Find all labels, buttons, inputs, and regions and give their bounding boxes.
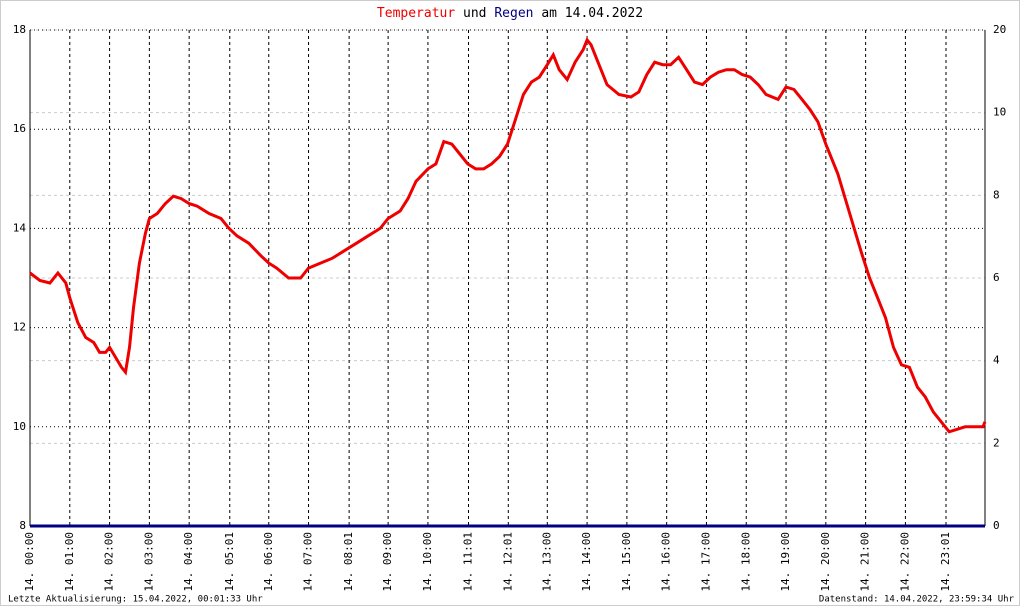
x-tick-label: 14. 23:01 (939, 532, 952, 592)
x-tick-label: 14. 14:00 (580, 532, 593, 592)
x-tick-label: 14. 17:00 (699, 532, 712, 592)
title-part: Temperatur (377, 6, 455, 21)
title-part: am 14.04.2022 (541, 6, 643, 21)
x-tick-label: 14. 01:00 (63, 532, 76, 592)
y-tick-label: 14 (13, 221, 27, 234)
footer-left: Letzte Aktualisierung: 15.04.2022, 00:01… (8, 595, 263, 605)
x-tick-label: 14. 06:00 (262, 532, 275, 592)
x-tick-label: 14. 22:00 (898, 532, 911, 592)
y-tick-label: 8 (19, 519, 26, 532)
x-tick-label: 14. 19:00 (779, 532, 792, 592)
footer-right: Datenstand: 14.04.2022, 23:59:34 Uhr (819, 595, 1015, 605)
x-tick-label: 14. 18:00 (739, 532, 752, 592)
y2-tick-label: 6 (993, 271, 1000, 284)
x-tick-label: 14. 11:01 (462, 532, 475, 592)
y-tick-label: 18 (13, 23, 26, 36)
chart-title: Temperatur und Regen am 14.04.2022 (377, 6, 643, 21)
y2-tick-label: 2 (993, 436, 1000, 449)
y-tick-label: 12 (13, 321, 26, 334)
x-tick-label: 14. 13:00 (540, 532, 553, 592)
x-tick-label: 14. 10:00 (421, 532, 434, 592)
x-tick-label: 14. 04:00 (182, 532, 195, 592)
x-tick-label: 14. 05:01 (223, 532, 236, 592)
x-tick-label: 14. 12:01 (501, 532, 514, 592)
y2-tick-label: 8 (993, 188, 1000, 201)
x-tick-label: 14. 20:00 (819, 532, 832, 592)
x-tick-label: 14. 09:00 (381, 532, 394, 592)
x-tick-label: 14. 00:00 (23, 532, 36, 592)
x-tick-label: 14. 07:00 (302, 532, 315, 592)
y-tick-label: 10 (13, 420, 26, 433)
series-line (29, 36, 987, 434)
x-tick-label: 14. 16:00 (660, 532, 673, 592)
y2-tick-label: 0 (993, 519, 1000, 532)
y2-tick-label: 20 (993, 23, 1006, 36)
x-tick-label: 14. 15:00 (620, 532, 633, 592)
title-part: Regen (494, 6, 533, 21)
x-tick-label: 14. 08:01 (342, 532, 355, 592)
y2-tick-label: 10 (993, 106, 1006, 119)
x-tick-label: 14. 02:00 (103, 532, 116, 592)
x-tick-label: 14. 21:00 (859, 532, 872, 592)
title-part: und (463, 6, 486, 21)
y-tick-label: 16 (13, 122, 26, 135)
x-tick-label: 14. 03:00 (142, 532, 155, 592)
y2-tick-label: 4 (993, 354, 1000, 367)
